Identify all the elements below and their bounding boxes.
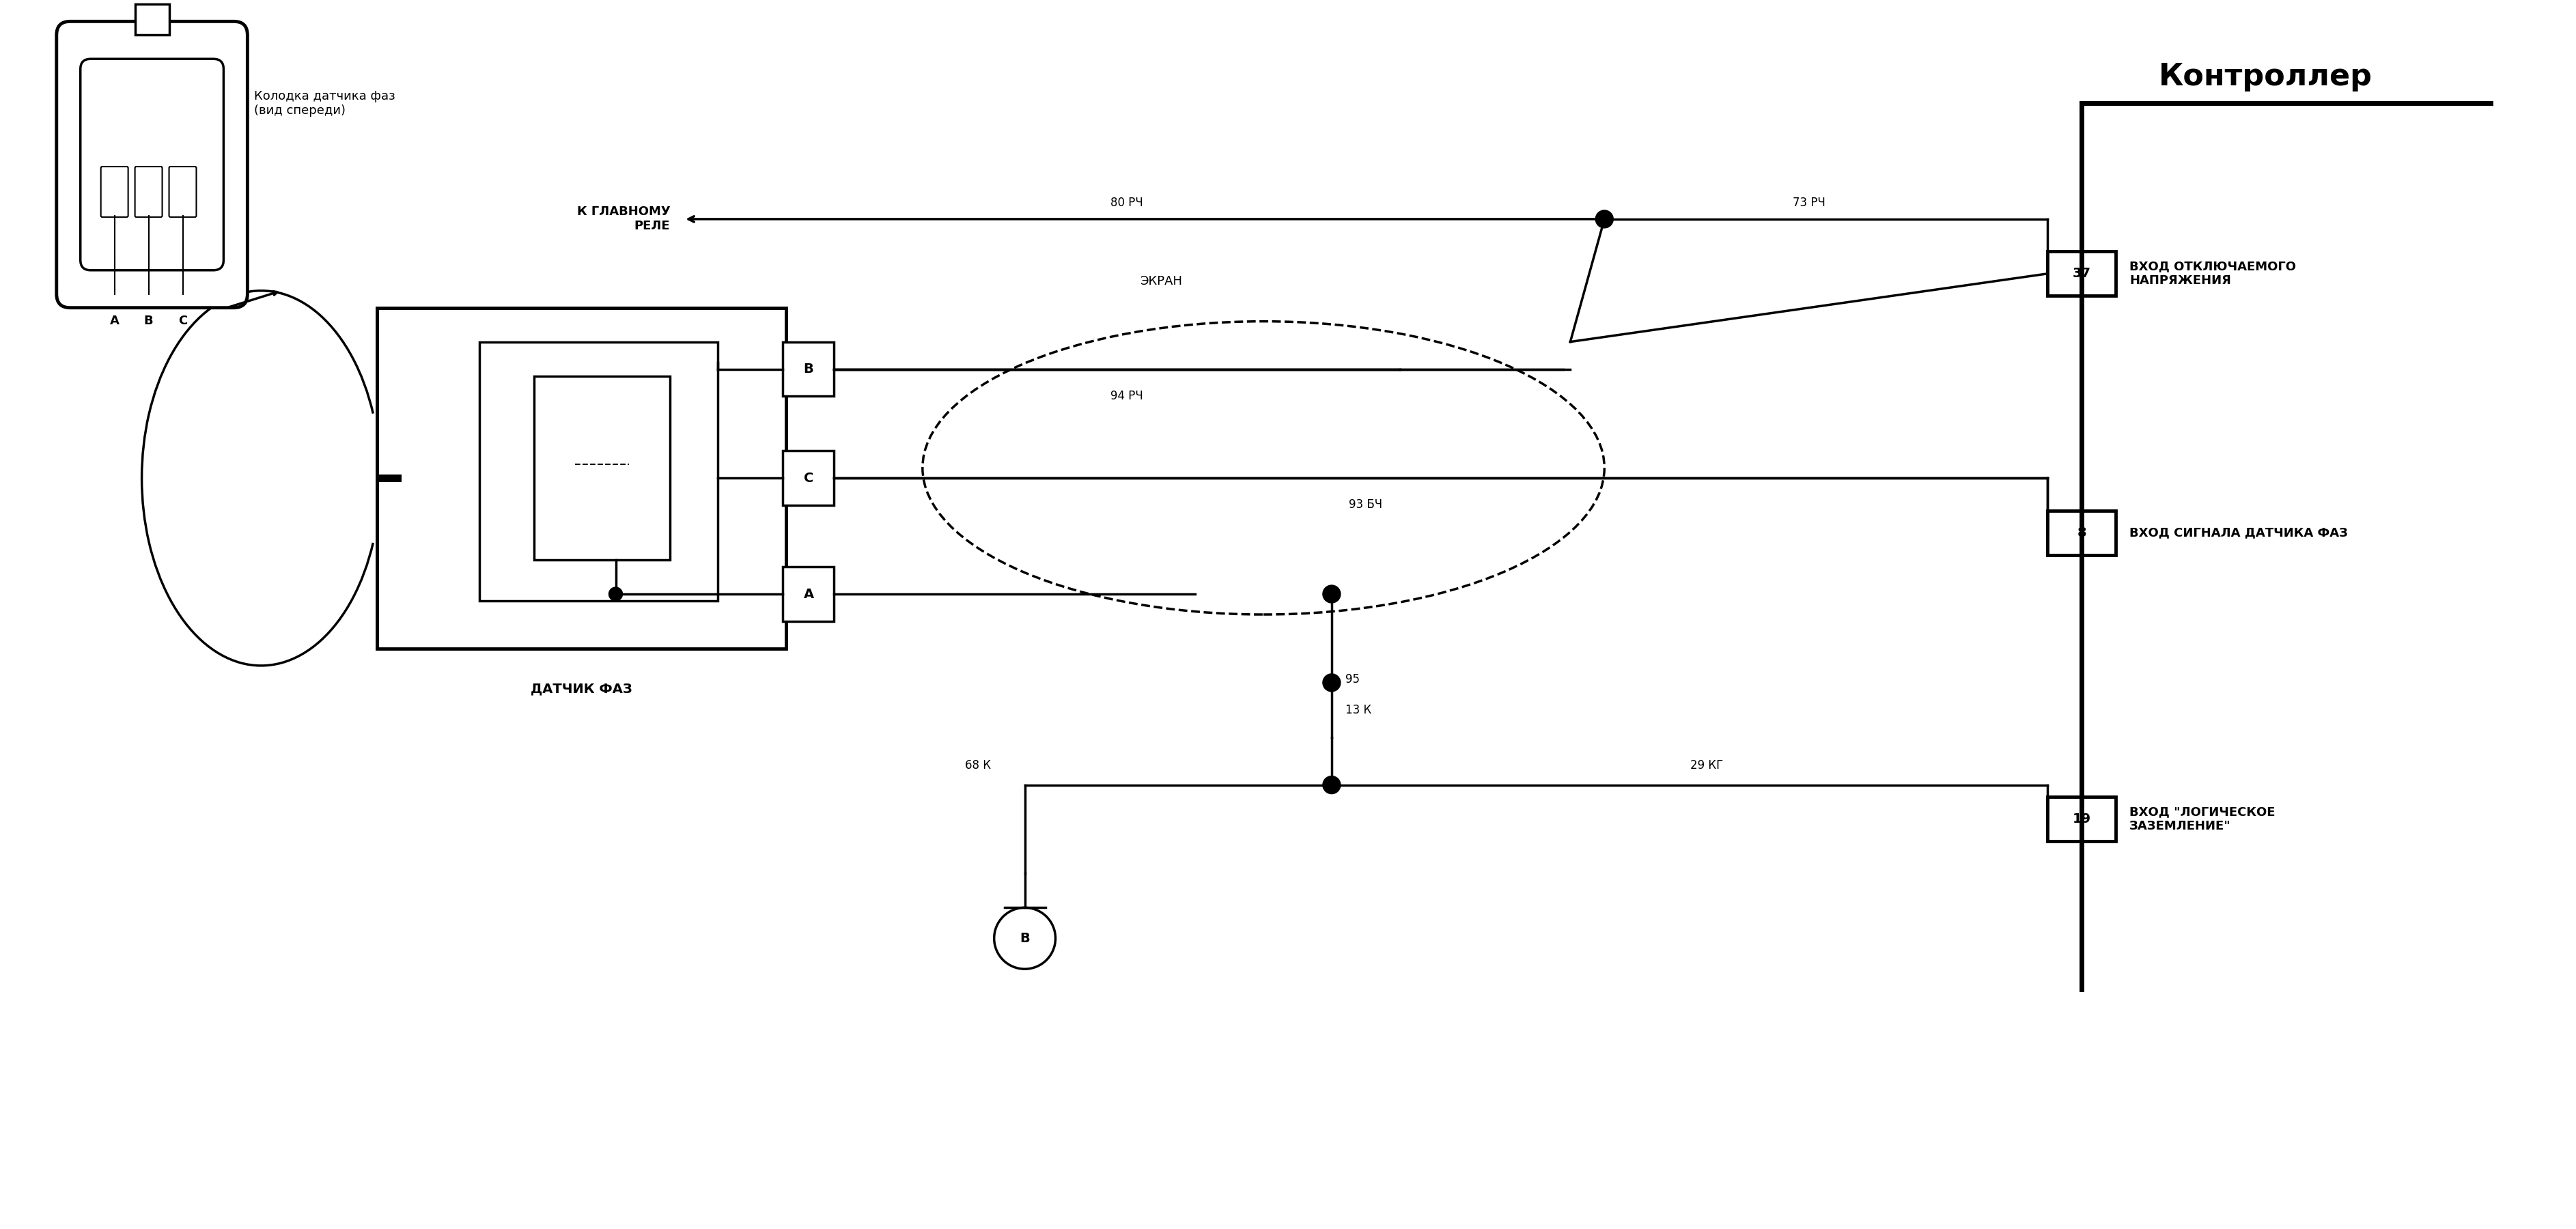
FancyBboxPatch shape	[134, 167, 162, 218]
FancyBboxPatch shape	[80, 59, 224, 270]
Text: B: B	[144, 315, 152, 327]
Bar	[533, 376, 670, 560]
Bar	[134, 5, 170, 36]
FancyBboxPatch shape	[783, 342, 835, 396]
Text: Колодка датчика фаз
(вид спереди): Колодка датчика фаз (вид спереди)	[255, 90, 397, 117]
FancyBboxPatch shape	[2048, 510, 2115, 554]
Text: 95: 95	[1345, 673, 1360, 686]
Text: 37: 37	[2074, 267, 2092, 280]
Text: 13 К: 13 К	[1345, 704, 1370, 717]
Text: 68 К: 68 К	[966, 760, 992, 772]
Text: 29 КГ: 29 КГ	[1690, 760, 1723, 772]
FancyBboxPatch shape	[2048, 796, 2115, 841]
Text: 19: 19	[2074, 812, 2092, 826]
Circle shape	[1321, 585, 1340, 603]
Text: ВХОД "ЛОГИЧЕСКОЕ
ЗАЗЕМЛЕНИЕ": ВХОД "ЛОГИЧЕСКОЕ ЗАЗЕМЛЕНИЕ"	[2130, 806, 2275, 832]
Text: Контроллер: Контроллер	[2159, 63, 2372, 92]
Text: A: A	[111, 315, 118, 327]
Text: 94 РЧ: 94 РЧ	[1110, 390, 1144, 402]
Text: ВХОД ОТКЛЮЧАЕМОГО
НАПРЯЖЕНИЯ: ВХОД ОТКЛЮЧАЕМОГО НАПРЯЖЕНИЯ	[2130, 261, 2295, 286]
Text: B: B	[804, 363, 814, 376]
Circle shape	[1321, 673, 1340, 692]
Bar	[479, 342, 719, 601]
Text: ЭКРАН: ЭКРАН	[1141, 275, 1182, 288]
Bar	[376, 307, 786, 649]
Text: ВХОД СИГНАЛА ДАТЧИКА ФАЗ: ВХОД СИГНАЛА ДАТЧИКА ФАЗ	[2130, 526, 2347, 538]
FancyBboxPatch shape	[783, 451, 835, 505]
Text: 93 БЧ: 93 БЧ	[1350, 499, 1383, 511]
Text: 73 РЧ: 73 РЧ	[1793, 197, 1826, 209]
Text: C: C	[178, 315, 188, 327]
FancyBboxPatch shape	[783, 567, 835, 622]
Text: A: A	[804, 587, 814, 601]
FancyBboxPatch shape	[100, 167, 129, 218]
Circle shape	[608, 587, 623, 601]
Text: 8: 8	[2076, 526, 2087, 540]
FancyBboxPatch shape	[2048, 252, 2115, 296]
Circle shape	[1595, 210, 1613, 227]
Text: B: B	[1020, 932, 1030, 945]
Text: ДАТЧИК ФАЗ: ДАТЧИК ФАЗ	[531, 682, 631, 696]
Text: C: C	[804, 472, 814, 484]
FancyBboxPatch shape	[57, 21, 247, 307]
Circle shape	[1321, 775, 1340, 794]
FancyBboxPatch shape	[170, 167, 196, 218]
Text: К ГЛАВНОМУ
РЕЛЕ: К ГЛАВНОМУ РЕЛЕ	[577, 205, 670, 232]
Text: 80 РЧ: 80 РЧ	[1110, 197, 1144, 209]
